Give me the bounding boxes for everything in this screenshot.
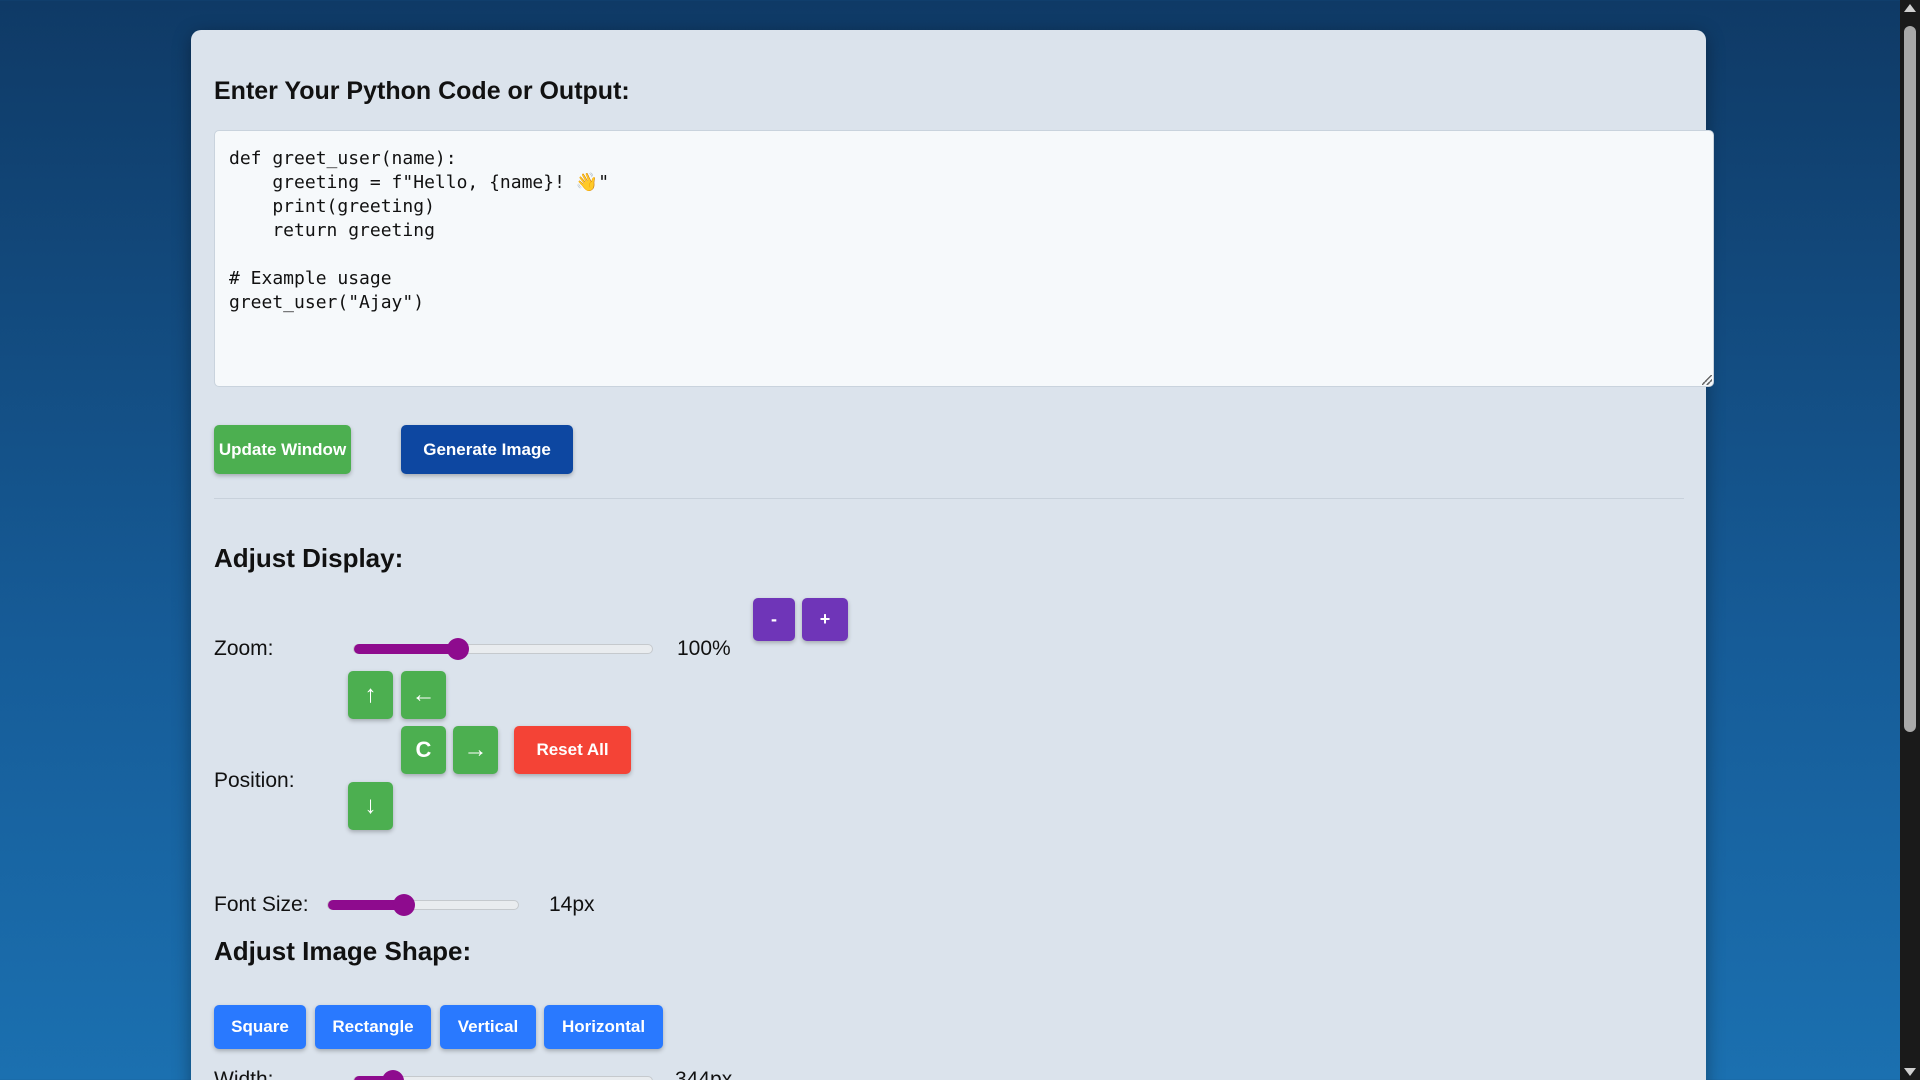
zoom-slider[interactable] — [353, 638, 653, 660]
shape-vertical-button[interactable]: Vertical — [440, 1005, 536, 1049]
width-slider[interactable] — [353, 1070, 653, 1080]
scrollbar-thumb[interactable] — [1904, 26, 1916, 732]
scroll-down-icon[interactable] — [1904, 1068, 1916, 1076]
width-label: Width: — [214, 1068, 274, 1080]
font-size-slider[interactable] — [327, 894, 519, 916]
shape-heading: Adjust Image Shape: — [214, 936, 472, 966]
resize-grip-icon[interactable] — [1702, 375, 1712, 385]
code-input[interactable]: def greet_user(name): greeting = f"Hello… — [214, 130, 1714, 387]
scroll-up-icon[interactable] — [1904, 4, 1916, 12]
generate-image-button[interactable]: Generate Image — [401, 425, 573, 474]
code-heading: Enter Your Python Code or Output: — [214, 77, 630, 105]
display-heading: Adjust Display: — [214, 543, 404, 573]
font-size-slider-thumb[interactable] — [393, 894, 415, 916]
font-size-slider-fill — [328, 900, 404, 910]
position-label: Position: — [214, 769, 295, 792]
move-left-button[interactable]: ← — [401, 671, 446, 719]
width-slider-thumb[interactable] — [381, 1070, 404, 1080]
update-window-button[interactable]: Update Window — [214, 425, 351, 474]
zoom-out-button[interactable]: - — [753, 598, 795, 641]
shape-square-button[interactable]: Square — [214, 1005, 306, 1049]
shape-rectangle-button[interactable]: Rectangle — [315, 1005, 431, 1049]
move-right-button[interactable]: → — [453, 726, 498, 774]
font-size-value: 14px — [549, 893, 595, 916]
page-scrollbar[interactable] — [1900, 0, 1920, 1080]
zoom-value: 100% — [677, 637, 731, 660]
section-divider — [214, 498, 1684, 499]
width-slider-fill — [354, 1076, 393, 1080]
zoom-label: Zoom: — [214, 637, 274, 660]
center-button[interactable]: C — [401, 726, 446, 774]
zoom-in-button[interactable]: + — [802, 598, 848, 641]
shape-horizontal-button[interactable]: Horizontal — [544, 1005, 663, 1049]
width-value: 344px — [675, 1068, 733, 1080]
main-panel: Enter Your Python Code or Output: def gr… — [191, 30, 1714, 1080]
move-down-button[interactable]: ↓ — [348, 782, 393, 830]
reset-all-button[interactable]: Reset All — [514, 726, 631, 774]
zoom-slider-fill — [354, 644, 459, 654]
font-size-label: Font Size: — [214, 893, 309, 916]
move-up-button[interactable]: ↑ — [348, 671, 393, 719]
zoom-slider-thumb[interactable] — [447, 638, 470, 660]
